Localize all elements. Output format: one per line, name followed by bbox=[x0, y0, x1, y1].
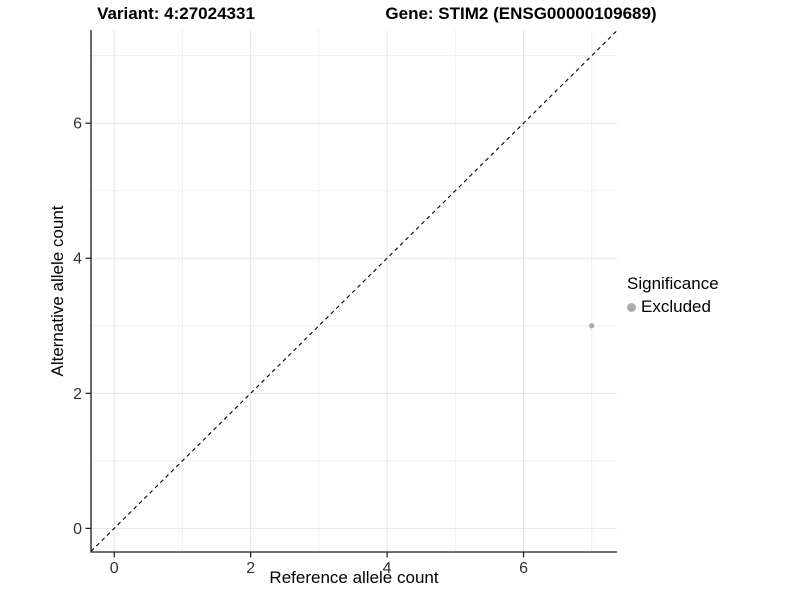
legend-item-label: Excluded bbox=[641, 297, 711, 316]
y-tick-label: 4 bbox=[73, 251, 82, 268]
y-axis-title: Alternative allele count bbox=[48, 205, 67, 377]
x-tick-label: 4 bbox=[383, 560, 392, 577]
x-tick-label: 0 bbox=[110, 560, 119, 577]
plot-title-variant: Variant: 4:27024331 bbox=[97, 4, 255, 23]
legend-title: Significance bbox=[627, 274, 719, 293]
y-tick-label: 0 bbox=[73, 521, 82, 538]
legend-item-excluded: Excluded bbox=[627, 297, 719, 317]
data-point bbox=[589, 323, 595, 329]
y-tick-label: 2 bbox=[73, 386, 82, 403]
x-tick-label: 6 bbox=[519, 560, 528, 577]
plot-title-gene: Gene: STIM2 (ENSG00000109689) bbox=[385, 4, 657, 23]
x-axis-title: Reference allele count bbox=[269, 568, 439, 587]
legend: Significance Excluded bbox=[627, 274, 719, 317]
y-tick-label: 6 bbox=[73, 116, 82, 133]
legend-point-icon bbox=[627, 302, 636, 312]
axis-lines bbox=[90, 30, 617, 553]
identity-dashed-line bbox=[90, 30, 618, 552]
x-tick-label: 2 bbox=[246, 560, 255, 577]
